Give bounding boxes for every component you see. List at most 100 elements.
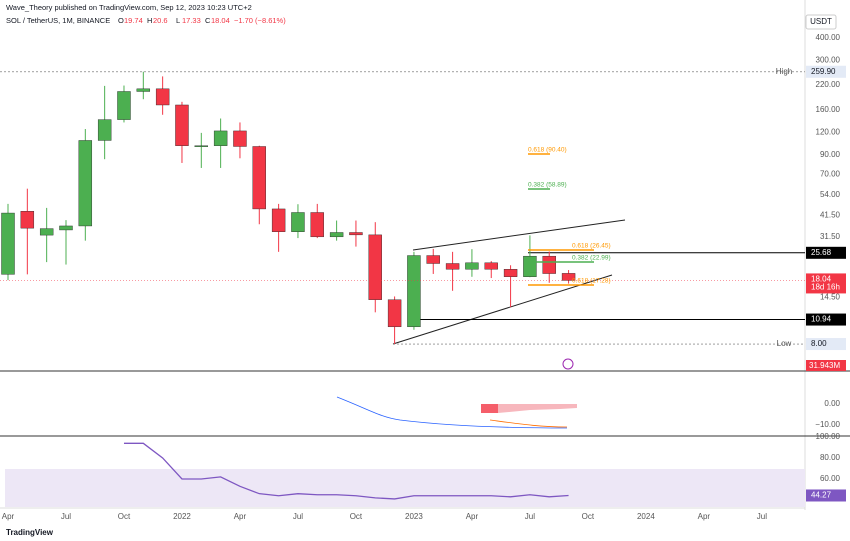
macd-tick-label: −10.00 (815, 420, 840, 429)
last-price-box (806, 273, 846, 294)
rsi-tick-label: 100.00 (816, 432, 841, 441)
candle-body (20, 211, 35, 229)
rsi-last: 44.27 (811, 491, 832, 500)
y-tick-label: 31.50 (820, 232, 841, 241)
fib-label: 0.618 (17.28) (572, 278, 611, 285)
level-name: High (776, 67, 792, 76)
macd-tick-label: 0.00 (824, 399, 840, 408)
candle-body (465, 262, 479, 270)
ohlc-value: 20.6 (153, 16, 168, 25)
candle-body (503, 269, 518, 277)
candle-body (97, 119, 112, 141)
publisher: Wave_Theory published on TradingView.com… (6, 3, 252, 12)
level-box (806, 338, 846, 351)
y-tick-label: 41.50 (820, 210, 841, 219)
candle-body (329, 232, 344, 238)
macd-bar (481, 404, 498, 413)
candle-body (233, 130, 247, 147)
level-label: 259.90 (811, 67, 836, 76)
candle-body (291, 212, 305, 232)
fib-label: 0.618 (90.40) (528, 147, 567, 154)
candle-body (484, 262, 498, 270)
y-tick-label: 70.00 (820, 169, 841, 178)
rsi-tick-label: 60.00 (820, 474, 841, 483)
volume-label: 31.943M (809, 361, 840, 370)
x-tick-label: Apr (466, 512, 479, 521)
y-tick-label: 300.00 (816, 56, 841, 65)
y-tick-label: 90.00 (820, 150, 841, 159)
candle-body (542, 255, 556, 274)
x-tick-label: Apr (234, 512, 247, 521)
candle-body (407, 255, 421, 328)
candle-body (252, 146, 266, 210)
candle-body (117, 91, 131, 120)
level-box (806, 65, 846, 78)
candle-body (39, 228, 54, 236)
level-label: 10.94 (811, 315, 832, 324)
symbol: SOL / TetherUS, 1M, BINANCE (6, 16, 110, 25)
ohlc-key: H (147, 16, 152, 25)
logo: TradingView (6, 528, 54, 537)
candle-body (349, 232, 363, 236)
fib-label: 0.382 (58.89) (528, 182, 567, 189)
x-tick-label: Jul (61, 512, 71, 521)
candle-body (175, 104, 189, 146)
candle-body (445, 263, 460, 270)
last-price: 18.04 (811, 275, 832, 284)
candle-body (78, 140, 93, 227)
level-name: Low (777, 339, 792, 348)
currency-box (805, 14, 837, 30)
candle-body (523, 255, 537, 277)
level-label: 8.00 (811, 339, 827, 348)
event-icon (562, 358, 574, 370)
ohlc-value: 17.33 (182, 16, 201, 25)
signal-line (489, 419, 568, 428)
rsi-tick-label: 80.00 (820, 453, 841, 462)
y-tick-label: 400.00 (816, 33, 841, 42)
ohlc-change: −1.70 (−8.61%) (234, 16, 286, 25)
x-tick-label: Apr (698, 512, 711, 521)
countdown: 18d 16h (811, 283, 840, 292)
x-tick-label: Jul (525, 512, 535, 521)
x-tick-label: 2024 (637, 512, 655, 521)
rsi-box (806, 489, 846, 502)
y-tick-label: 54.00 (820, 190, 841, 199)
candle-body (59, 225, 73, 231)
x-tick-label: Oct (350, 512, 363, 521)
x-tick-label: Oct (582, 512, 595, 521)
ohlc-value: 18.04 (211, 16, 230, 25)
x-tick-label: Oct (118, 512, 131, 521)
level-label: 25.68 (811, 248, 832, 257)
candle-body (368, 234, 382, 300)
level-box (806, 313, 846, 326)
candle-body (426, 255, 440, 264)
candle-body (136, 88, 151, 92)
candle-body (387, 299, 402, 328)
fib-label: 0.382 (22.99) (572, 255, 611, 262)
ohlc-key: O (118, 16, 124, 25)
fib-label: 0.618 (26.45) (572, 243, 611, 250)
candle-body (155, 88, 170, 106)
y-tick-label: 160.00 (816, 105, 841, 114)
x-tick-label: 2023 (405, 512, 423, 521)
y-tick-label: 14.50 (820, 293, 841, 302)
candle-body (271, 208, 286, 232)
rsi-line (123, 442, 569, 500)
currency: USDT (810, 17, 832, 26)
candle-body (1, 212, 15, 275)
macd-bar (498, 404, 577, 413)
candle-body (194, 145, 209, 147)
candle-body (310, 212, 324, 238)
ohlc-value: 19.74 (124, 16, 143, 25)
x-tick-label: 2022 (173, 512, 191, 521)
rsi-band (5, 469, 805, 507)
x-tick-label: Jul (293, 512, 303, 521)
candle-body (561, 273, 576, 281)
trend-line (412, 219, 626, 251)
ohlc-key: C (205, 16, 211, 25)
level-box (806, 246, 846, 259)
trend-line (392, 274, 613, 345)
macd-line (336, 396, 568, 429)
